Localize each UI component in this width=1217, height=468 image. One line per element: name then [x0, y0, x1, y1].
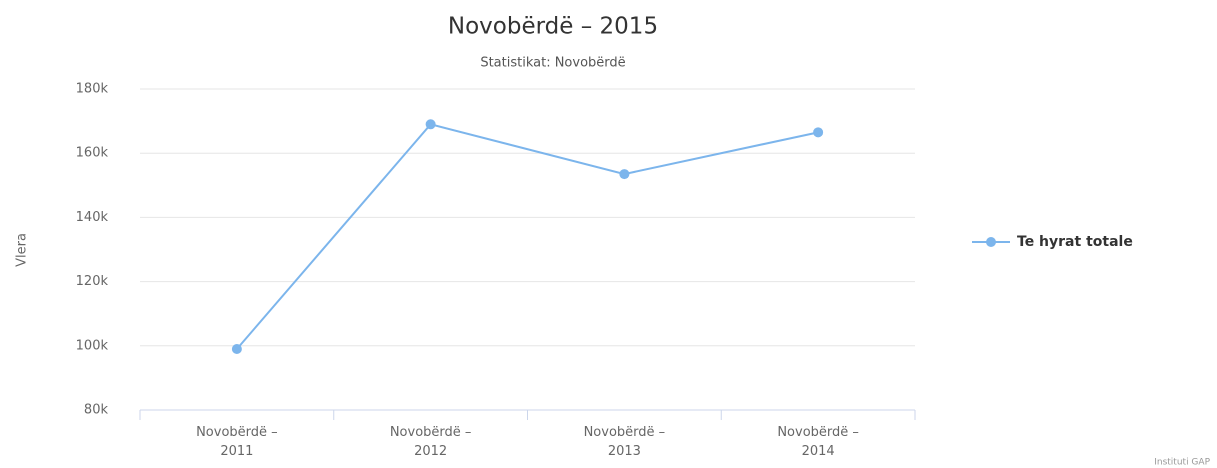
y-tick-label: 100k	[76, 338, 109, 353]
y-tick-label: 160k	[76, 146, 109, 161]
data-point	[813, 127, 824, 138]
y-tick-label: 180k	[76, 82, 109, 97]
chart-title: Novobërdë – 2015	[448, 14, 658, 40]
x-tick-label: Novobërdë –2012	[390, 425, 472, 459]
data-point	[425, 119, 436, 130]
y-tick-label: 80k	[84, 403, 109, 418]
y-axis-title: Vlera	[15, 233, 30, 267]
credits: Instituti GAP	[1154, 458, 1210, 468]
data-point	[231, 344, 242, 355]
y-tick-label: 140k	[76, 210, 109, 225]
y-tick-label: 120k	[76, 274, 109, 289]
data-point	[619, 169, 630, 180]
x-tick-label: Novobërdë –2014	[777, 425, 859, 459]
legend-marker	[986, 237, 996, 247]
chart-subtitle: Statistikat: Novobërdë	[480, 56, 625, 71]
x-tick-label: Novobërdë –2013	[584, 425, 666, 459]
x-tick-label: Novobërdë –2011	[196, 425, 278, 459]
series-line	[236, 123, 819, 350]
legend-label: Te hyrat totale	[1017, 234, 1133, 250]
